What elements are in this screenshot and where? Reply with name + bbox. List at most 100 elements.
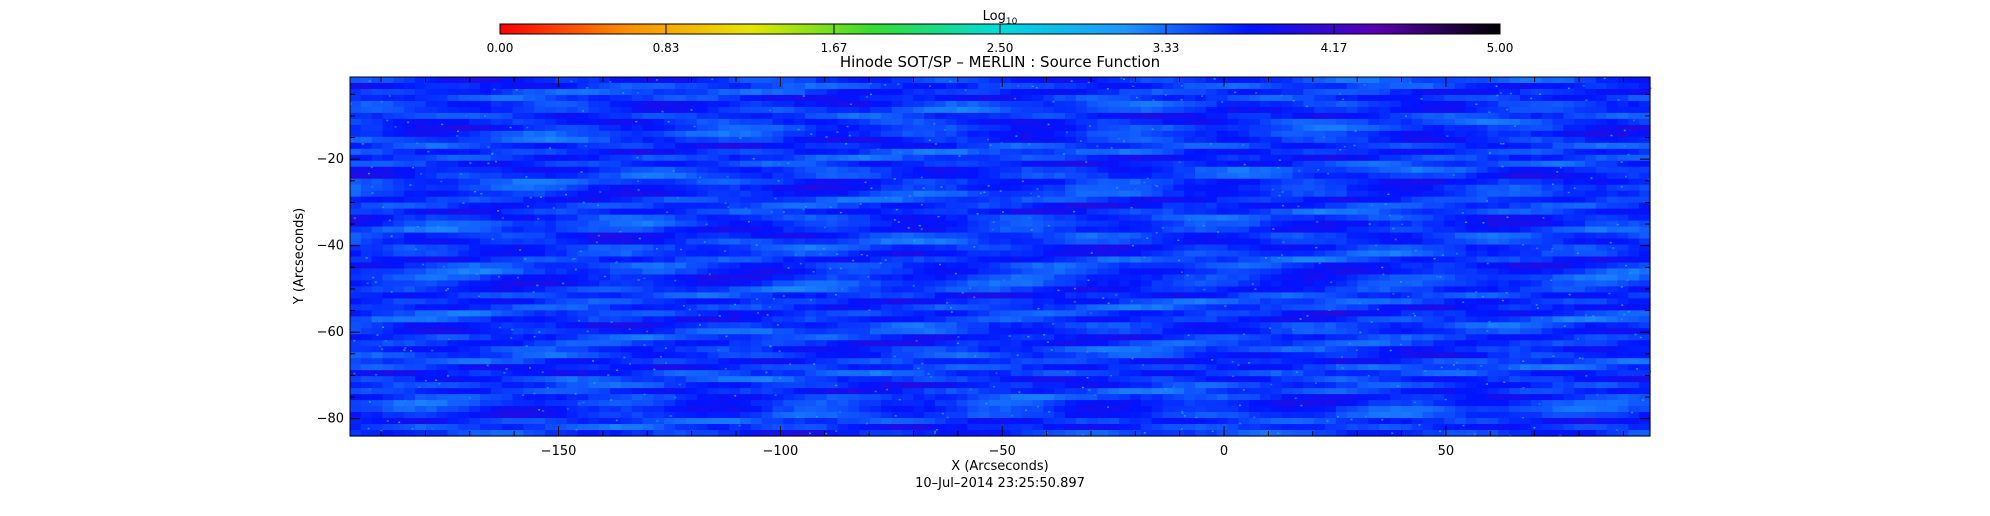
heatmap-cell — [372, 89, 383, 96]
heatmap-cell — [740, 161, 751, 168]
heatmap-cell — [1574, 119, 1585, 126]
heatmap-cell — [1531, 280, 1542, 287]
heatmap-cell — [1000, 310, 1011, 317]
heatmap-cell — [708, 257, 719, 264]
heatmap-cell — [372, 137, 383, 144]
heatmap-cell — [1293, 233, 1304, 240]
heatmap-cell — [1293, 257, 1304, 264]
heatmap-cell — [1455, 209, 1466, 216]
heatmap-cell — [989, 167, 1000, 174]
heatmap-cell — [794, 280, 805, 287]
heatmap-cell — [513, 83, 524, 90]
heatmap-cell — [1628, 209, 1639, 216]
heatmap-cell — [1466, 221, 1477, 228]
heatmap-cell — [1282, 257, 1293, 264]
heatmap-cell — [1152, 131, 1163, 138]
heatmap-cell — [458, 239, 469, 246]
heatmap-cell — [1043, 286, 1054, 293]
heatmap-cell — [1033, 215, 1044, 222]
heatmap-cell — [1412, 268, 1423, 275]
heatmap-cell — [1488, 89, 1499, 96]
heatmap-cell — [913, 113, 924, 120]
heatmap-cell — [773, 251, 784, 258]
heatmap-cell — [794, 77, 805, 84]
heatmap-cell — [448, 310, 459, 317]
heatmap-cell — [1412, 274, 1423, 281]
heatmap-cell — [632, 107, 643, 114]
heatmap-cell — [393, 113, 404, 120]
heatmap-cell — [534, 131, 545, 138]
heatmap-cell — [1531, 83, 1542, 90]
heatmap-cell — [740, 227, 751, 234]
heatmap-cell — [1087, 131, 1098, 138]
heatmap-cell — [448, 89, 459, 96]
heatmap-cell — [653, 143, 664, 150]
heatmap-cell — [1043, 191, 1054, 198]
heatmap-cell — [643, 239, 654, 246]
heatmap-cell — [393, 77, 404, 84]
heatmap-cell — [1585, 215, 1596, 222]
heatmap-cell — [491, 274, 502, 281]
heatmap-cell — [643, 179, 654, 186]
heatmap-cell — [643, 173, 654, 180]
heatmap-cell — [1477, 161, 1488, 168]
heatmap-cell — [1303, 280, 1314, 287]
heatmap-cell — [480, 89, 491, 96]
heatmap-cell — [393, 89, 404, 96]
heatmap-cell — [1618, 233, 1629, 240]
heatmap-cell — [1498, 304, 1509, 311]
heatmap-cell — [1098, 316, 1109, 323]
heatmap-cell — [816, 221, 827, 228]
heatmap-cell — [697, 77, 708, 84]
heatmap-cell — [740, 257, 751, 264]
heatmap-cell — [1477, 95, 1488, 102]
heatmap-cell — [989, 286, 1000, 293]
heatmap-cell — [935, 268, 946, 275]
heatmap-cell — [1249, 292, 1260, 299]
heatmap-cell — [567, 322, 578, 329]
heatmap-cell — [1607, 197, 1618, 204]
heatmap-cell — [718, 268, 729, 275]
heatmap-cell — [578, 292, 589, 299]
heatmap-cell — [534, 221, 545, 228]
heatmap-cell — [675, 239, 686, 246]
heatmap-cell — [513, 262, 524, 269]
heatmap-cell — [1303, 149, 1314, 156]
heatmap-cell — [653, 161, 664, 168]
heatmap-cell — [491, 143, 502, 150]
heatmap-cell — [1238, 262, 1249, 269]
heatmap-cell — [1628, 227, 1639, 234]
heatmap-cell — [848, 155, 859, 162]
heatmap-cell — [870, 143, 881, 150]
heatmap-cell — [1488, 274, 1499, 281]
heatmap-cell — [1466, 95, 1477, 102]
heatmap-cell — [794, 185, 805, 192]
heatmap-cell — [1195, 221, 1206, 228]
heatmap-cell — [794, 262, 805, 269]
heatmap-cell — [924, 221, 935, 228]
heatmap-cell — [415, 310, 426, 317]
heatmap-cell — [1108, 137, 1119, 144]
heatmap-cell — [1488, 310, 1499, 317]
heatmap-cell — [686, 257, 697, 264]
heatmap-cell — [556, 227, 567, 234]
heatmap-cell — [1466, 131, 1477, 138]
heatmap-cell — [1477, 125, 1488, 132]
heatmap-cell — [1249, 149, 1260, 156]
heatmap-cell — [1043, 155, 1054, 162]
heatmap-cell — [805, 268, 816, 275]
heatmap-cell — [1520, 101, 1531, 108]
heatmap-cell — [1249, 89, 1260, 96]
heatmap-cell — [1368, 179, 1379, 186]
heatmap-cell — [957, 304, 968, 311]
heatmap-cell — [1520, 95, 1531, 102]
heatmap-cell — [350, 155, 361, 162]
heatmap-cell — [1022, 298, 1033, 305]
heatmap-cell — [1466, 257, 1477, 264]
heatmap-cell — [632, 197, 643, 204]
heatmap-cell — [686, 131, 697, 138]
heatmap-cell — [664, 268, 675, 275]
heatmap-cell — [1553, 197, 1564, 204]
heatmap-cell — [675, 101, 686, 108]
heatmap-cell — [1076, 167, 1087, 174]
